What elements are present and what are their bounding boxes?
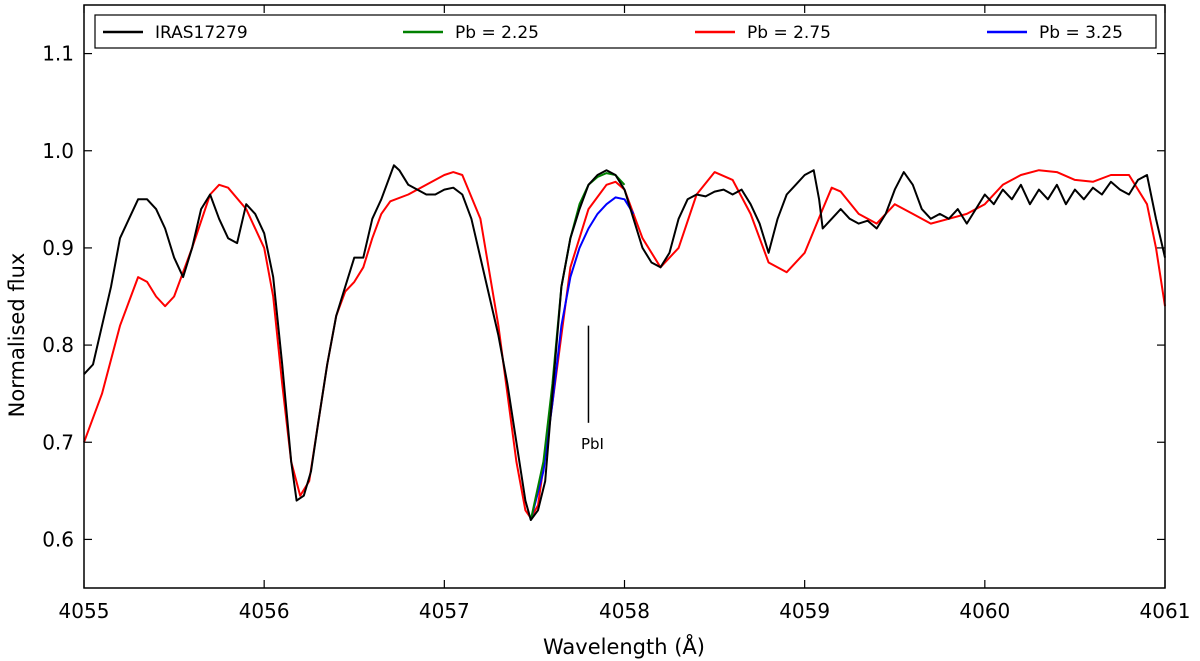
legend-box [94,14,1157,49]
axes-layer: 4055 4056 4057 4058 4059 4060 4061 0.6 0.7 0.8 0.9… [42,4,1191,623]
x-tick-label: 4058 [599,599,650,623]
plot-frame [83,4,1166,589]
x-tick-label: 4061 [1140,599,1191,623]
x-tick-label: 4059 [779,599,830,623]
legend-label: Pb = 2.25 [455,23,539,43]
series-line-pb-2-25 [529,172,626,521]
annotation-layer: PbI [581,325,604,453]
y-tick-label: 0.9 [42,236,74,260]
legend: IRAS17279 Pb = 2.25 Pb = 2.75 Pb = 3.25 [94,14,1157,49]
legend-label: Pb = 3.25 [1039,23,1123,43]
y-tick-label: 0.6 [42,527,74,551]
series-line-pb-2-75 [83,169,1166,519]
x-tick-label: 4057 [419,599,470,623]
y-tick-label: 1.1 [42,42,74,66]
y-axis-title: Normalised flux [5,253,29,418]
pbi-annotation-label: PbI [581,435,604,453]
x-tick-label: 4055 [59,599,110,623]
x-tick-label: 4056 [239,599,290,623]
series-line-iras17279 [83,164,1166,521]
legend-label: Pb = 2.75 [747,23,831,43]
y-tick-label: 1.0 [42,139,74,163]
legend-label: IRAS17279 [155,23,248,43]
y-tick-label: 0.8 [42,333,74,357]
y-tick-label: 0.7 [42,430,74,454]
x-axis-title: Wavelength (Å) [543,633,705,659]
x-tick-label: 4060 [959,599,1010,623]
series-layer [83,164,1166,521]
